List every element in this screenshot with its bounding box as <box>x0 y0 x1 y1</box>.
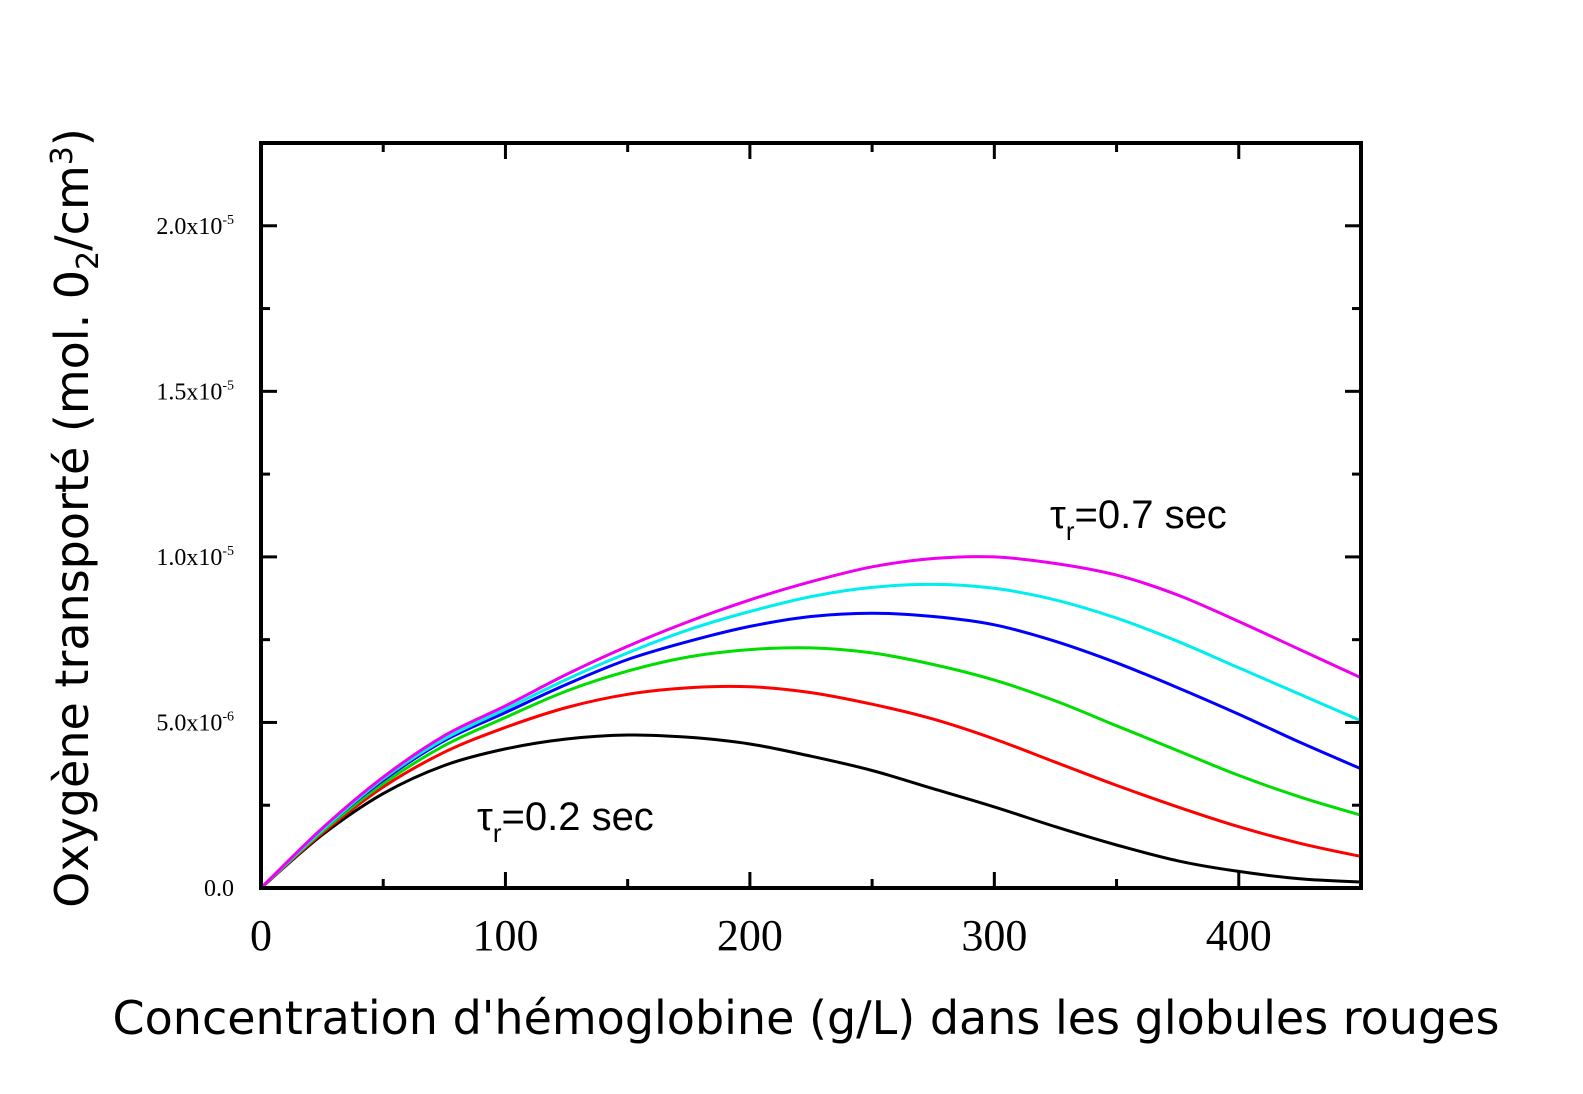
annotation-tau-0-7: τr=0.7 sec <box>1050 493 1227 546</box>
label-layer: 0 100 200 300 400 0.0 5.0x10-6 1.0x10-5 1.5x10-5… <box>156 213 1271 960</box>
series-line-4 <box>259 582 1362 890</box>
x-tick-label: 400 <box>1206 911 1272 960</box>
x-tick-label: 200 <box>717 911 783 960</box>
annotation-tau-0-2: τr=0.2 sec <box>477 795 654 848</box>
y-axis-title: Oxygène transporté (mol. 02/cm3) <box>45 128 106 908</box>
series-layer <box>259 555 1362 890</box>
x-tick-label: 100 <box>472 911 538 960</box>
plot-frame <box>259 141 1363 890</box>
x-axis-title: Concentration d'hémoglobine (g/L) dans l… <box>113 991 1500 1045</box>
series-line-5 <box>259 555 1362 890</box>
series-line-2 <box>259 646 1362 890</box>
x-tick-label: 0 <box>250 911 272 960</box>
y-tick-label: 1.5x10-5 <box>156 378 234 405</box>
x-tick-label: 300 <box>961 911 1027 960</box>
series-line-0 <box>260 733 1362 890</box>
y-tick-label: 5.0x10-6 <box>156 709 234 736</box>
series-line-1 <box>260 684 1362 890</box>
y-tick-label: 2.0x10-5 <box>156 213 234 240</box>
y-tick-label: 1.0x10-5 <box>156 544 234 571</box>
tick-layer <box>259 141 1363 890</box>
y-tick-label: 0.0 <box>204 876 234 902</box>
